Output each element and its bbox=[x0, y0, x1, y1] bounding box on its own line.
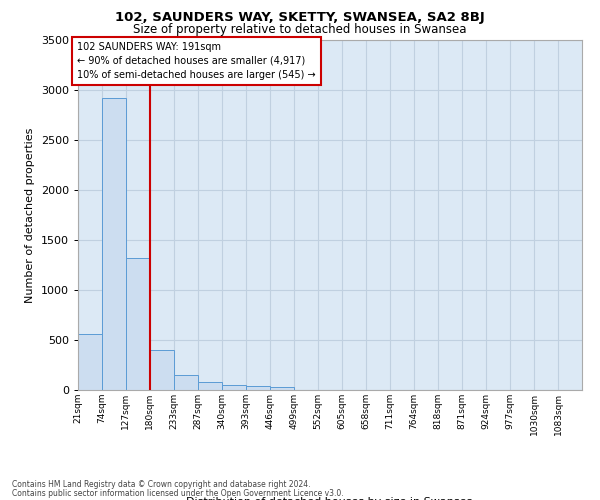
Text: 102 SAUNDERS WAY: 191sqm
← 90% of detached houses are smaller (4,917)
10% of sem: 102 SAUNDERS WAY: 191sqm ← 90% of detach… bbox=[77, 42, 316, 80]
Text: Contains HM Land Registry data © Crown copyright and database right 2024.: Contains HM Land Registry data © Crown c… bbox=[12, 480, 311, 489]
Bar bbox=[198, 382, 222, 390]
Bar bbox=[246, 386, 270, 390]
Text: 102, SAUNDERS WAY, SKETTY, SWANSEA, SA2 8BJ: 102, SAUNDERS WAY, SKETTY, SWANSEA, SA2 … bbox=[115, 11, 485, 24]
Bar bbox=[78, 334, 102, 390]
Y-axis label: Number of detached properties: Number of detached properties bbox=[25, 128, 35, 302]
Bar bbox=[102, 98, 126, 390]
Bar bbox=[150, 350, 174, 390]
Text: Contains public sector information licensed under the Open Government Licence v3: Contains public sector information licen… bbox=[12, 488, 344, 498]
Bar bbox=[174, 375, 198, 390]
X-axis label: Distribution of detached houses by size in Swansea: Distribution of detached houses by size … bbox=[187, 498, 473, 500]
Bar bbox=[270, 386, 294, 390]
Text: Size of property relative to detached houses in Swansea: Size of property relative to detached ho… bbox=[133, 22, 467, 36]
Bar bbox=[222, 384, 246, 390]
Bar bbox=[126, 258, 150, 390]
